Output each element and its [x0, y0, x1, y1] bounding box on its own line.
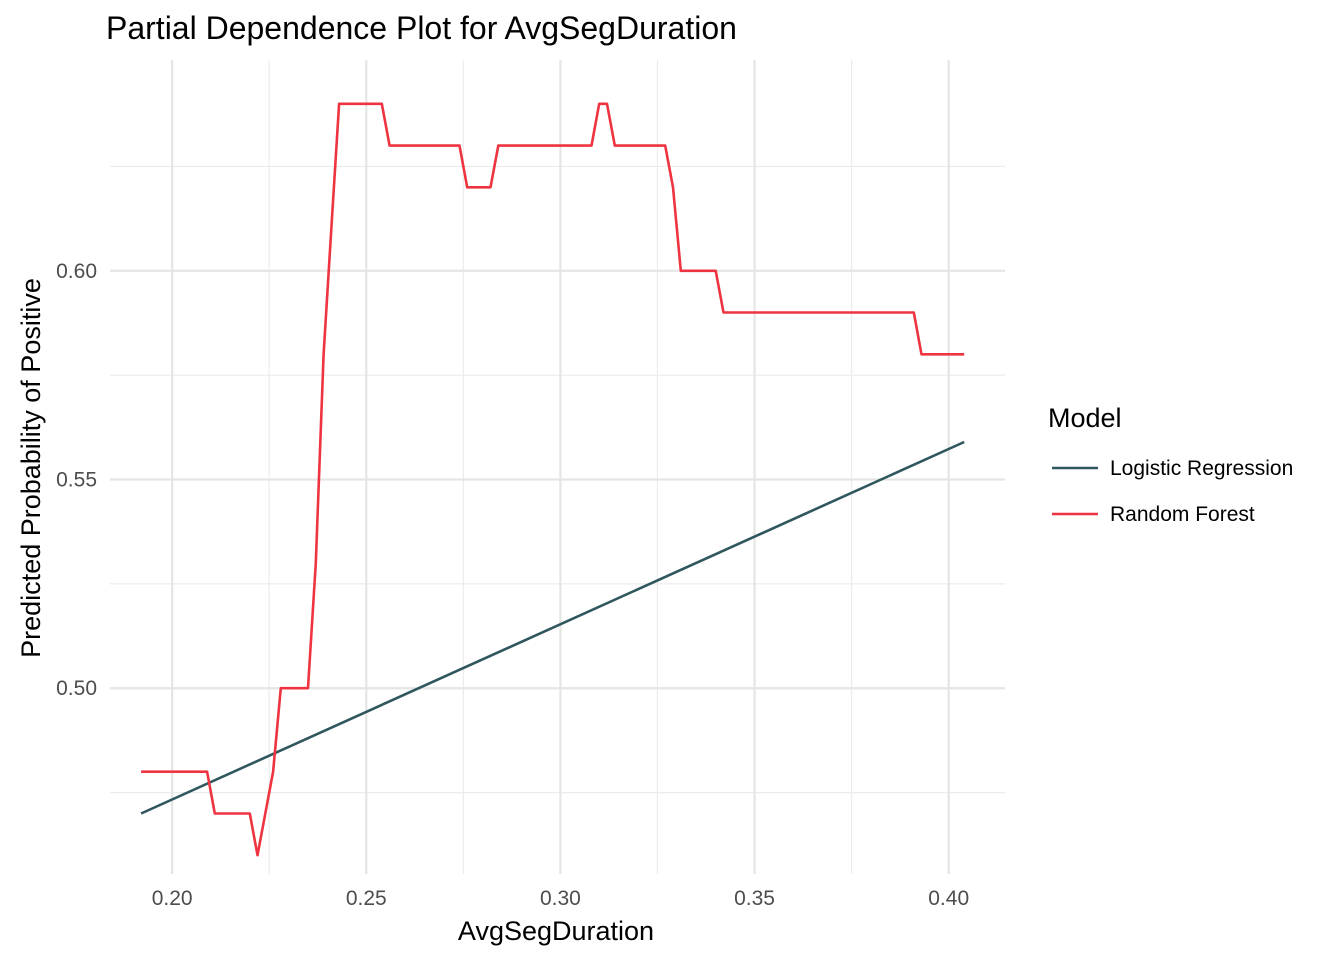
logistic-regression-line [140, 440, 965, 815]
legend: Model Logistic Regression Random Forest [1048, 403, 1293, 526]
x-tick-label: 0.25 [346, 887, 387, 910]
y-tick-label: 0.55 [56, 469, 97, 492]
y-tick-label: 0.50 [56, 677, 97, 700]
chart-title: Partial Dependence Plot for AvgSegDurati… [106, 10, 737, 46]
legend-title: Model [1048, 403, 1122, 433]
x-tick-label: 0.20 [152, 887, 193, 910]
random-forest-line [141, 102, 965, 857]
x-tick-label: 0.35 [734, 887, 775, 910]
series-layer [140, 102, 965, 857]
minor-gridlines [110, 60, 1005, 874]
x-tick-label: 0.40 [928, 887, 969, 910]
y-axis-ticks: 0.50 0.55 0.60 [56, 260, 97, 700]
legend-label-logistic-regression: Logistic Regression [1110, 457, 1293, 480]
x-tick-label: 0.30 [540, 887, 581, 910]
x-axis-ticks: 0.20 0.25 0.30 0.35 0.40 [152, 887, 969, 910]
legend-label-random-forest: Random Forest [1110, 503, 1255, 526]
y-axis-title: Predicted Probability of Positive [16, 278, 46, 658]
y-tick-label: 0.60 [56, 260, 97, 283]
legend-items: Logistic Regression Random Forest [1052, 457, 1293, 526]
x-axis-title: AvgSegDuration [458, 916, 654, 946]
major-gridlines [110, 60, 1005, 874]
plot-panel [110, 60, 1005, 874]
